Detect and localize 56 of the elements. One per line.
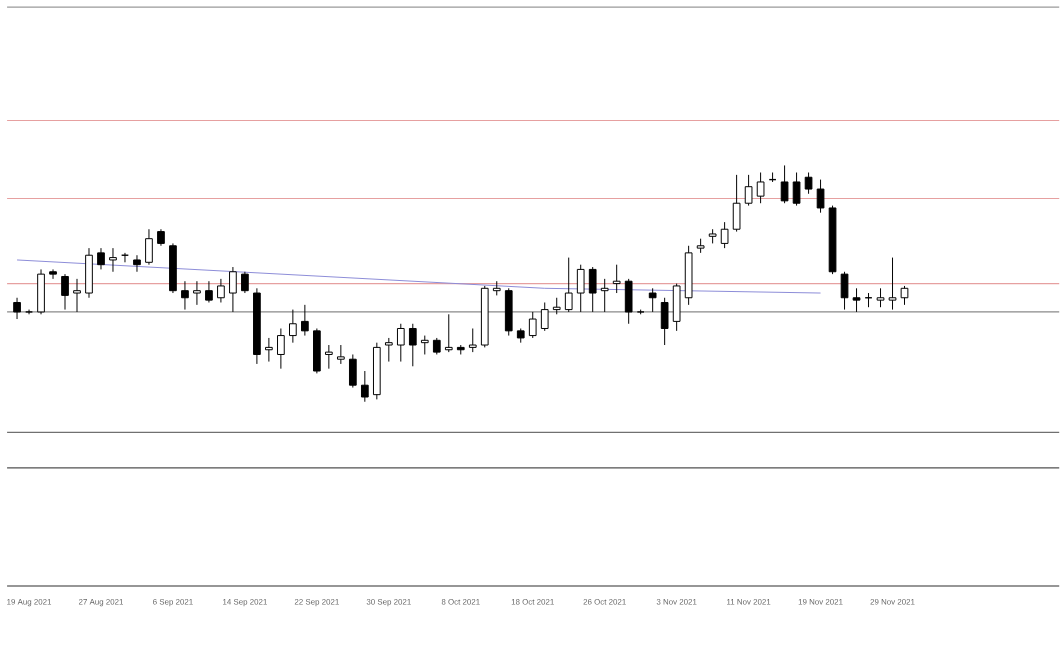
candlestick: [840, 271, 849, 311]
candlestick: [348, 354, 357, 389]
candlestick: [97, 248, 105, 271]
candlestick: [816, 179, 825, 214]
candlestick: [564, 257, 573, 313]
candlestick: [241, 271, 249, 294]
candlestick: [420, 335, 429, 356]
candlestick: [804, 172, 813, 195]
candlestick: [624, 278, 633, 325]
candlestick: [600, 278, 609, 313]
candlestick: [109, 248, 117, 273]
candlestick: [396, 323, 405, 363]
candlestick: [325, 344, 333, 370]
candlestick: [720, 222, 729, 250]
candlestick: [13, 297, 21, 320]
candlestick: [133, 255, 141, 273]
candlestick: [289, 309, 297, 344]
candlestick: [588, 266, 597, 313]
candlestick: [540, 302, 549, 332]
candlestick: [660, 297, 669, 346]
candlestick: [744, 174, 753, 207]
candlestick: [169, 243, 177, 294]
candlestick: [73, 278, 81, 313]
candlestick: [672, 283, 681, 332]
candlestick: [444, 314, 453, 354]
candlestick: [336, 344, 345, 365]
candlestick: [792, 172, 801, 207]
candlestick: [756, 172, 765, 205]
candlestick: [384, 337, 393, 363]
candlestick: [612, 264, 621, 294]
candlestick: [504, 288, 513, 337]
candlestick: [732, 174, 741, 233]
candlestick: [684, 245, 693, 306]
candlestick: [360, 370, 369, 403]
candlestick: [528, 311, 537, 339]
candlestick: [37, 269, 45, 316]
candlestick: [61, 274, 69, 311]
candlestick: [181, 281, 189, 311]
candlestick: [193, 281, 201, 306]
candlestick: [576, 264, 585, 313]
candlestick: [205, 281, 213, 304]
candlestick: [265, 337, 273, 363]
candlestick: [852, 288, 861, 313]
candlestick: [301, 304, 309, 337]
candlestick: [876, 288, 885, 309]
candlestick: [313, 328, 321, 375]
candlestick: [780, 165, 789, 205]
candlestick: [229, 266, 237, 313]
candlestick: [277, 328, 285, 370]
candlestick: [85, 248, 93, 299]
candlestick: [145, 229, 153, 266]
candlestick: [648, 288, 657, 313]
candlestick: [408, 323, 417, 368]
candlestick: [468, 328, 477, 354]
candlestick: [372, 342, 381, 401]
candlestick: [217, 278, 225, 304]
